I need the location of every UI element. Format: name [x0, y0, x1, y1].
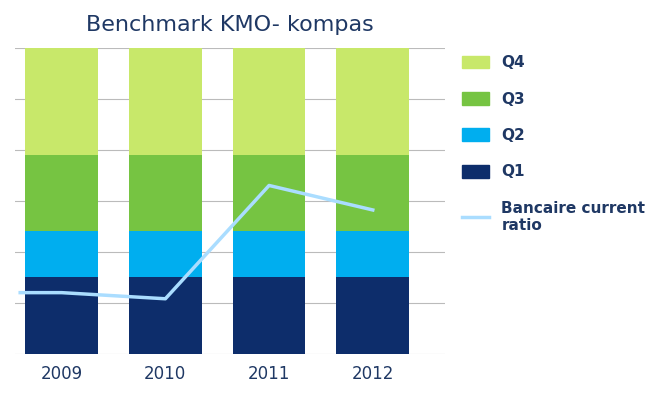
- Bar: [336, 48, 409, 155]
- Bar: [233, 277, 305, 354]
- Bar: [233, 155, 305, 231]
- Bar: [25, 231, 98, 277]
- Bar: [336, 231, 409, 277]
- Bar: [336, 277, 409, 354]
- Legend: Q4, Q3, Q2, Q1, Bancaire current
ratio: Q4, Q3, Q2, Q1, Bancaire current ratio: [461, 55, 645, 233]
- Bar: [25, 277, 98, 354]
- Bar: [233, 231, 305, 277]
- Bar: [129, 48, 202, 155]
- Title: Benchmark KMO- kompas: Benchmark KMO- kompas: [86, 15, 374, 35]
- Bar: [129, 231, 202, 277]
- Bar: [25, 48, 98, 155]
- Bar: [129, 277, 202, 354]
- Bar: [129, 155, 202, 231]
- Bar: [336, 155, 409, 231]
- Bar: [25, 155, 98, 231]
- Bar: [233, 48, 305, 155]
